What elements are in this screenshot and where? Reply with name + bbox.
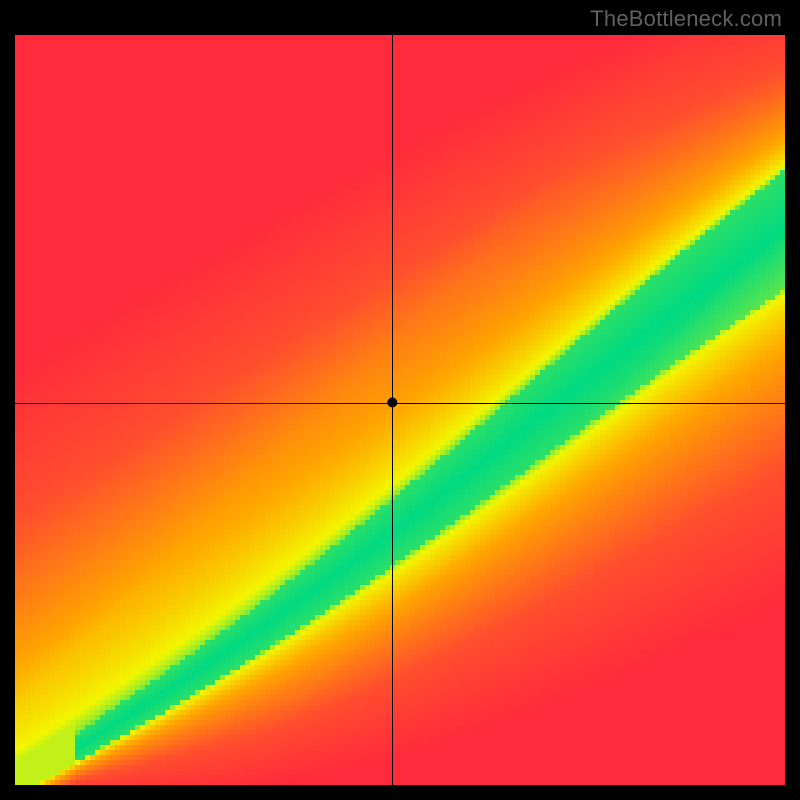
watermark-text: TheBottleneck.com [590, 6, 782, 32]
heatmap-canvas [0, 0, 800, 800]
chart-container: TheBottleneck.com [0, 0, 800, 800]
